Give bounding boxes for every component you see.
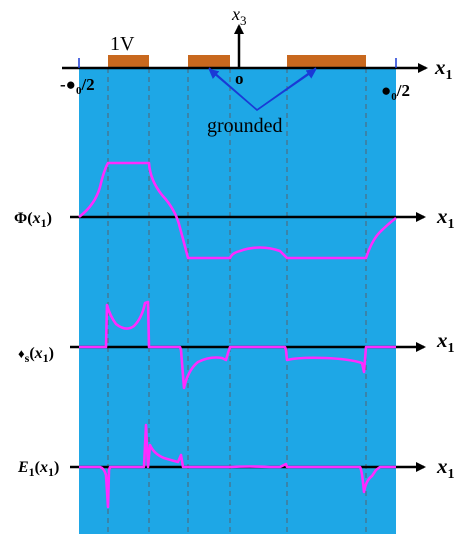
sigma-label-open: ( (29, 345, 34, 362)
sigma-axis-var: x (436, 328, 448, 352)
right-end-suffix: /2 (396, 81, 410, 100)
phi-axis-label: x1 (436, 204, 455, 232)
e1-label-sub-main: 1 (29, 465, 35, 479)
grounded-arrow-left (208, 68, 258, 111)
x3-label: x3 (231, 4, 247, 28)
left-end-suffix: /2 (80, 75, 94, 94)
e1-label-var: x (39, 459, 48, 476)
sigma-label: ♦s(x1) (18, 345, 54, 365)
sigma-axis-label: x1 (436, 328, 455, 356)
phi-label-close: ) (47, 210, 52, 227)
e1-label-close: ) (54, 459, 59, 476)
phi-label-var: x (32, 210, 41, 227)
top-x1-var: x (434, 55, 446, 79)
origin-label: o (235, 69, 244, 88)
phi-label-main: Φ( (14, 210, 33, 227)
e1-axis-sub: 1 (448, 467, 455, 482)
right-end-main: ● (381, 81, 391, 100)
sigma-label-sub-s: s (25, 351, 30, 365)
e1-curve (79, 423, 396, 509)
e1-label-main: E (17, 459, 29, 476)
sigma-label-main: ♦ (18, 346, 25, 361)
e1-axis-label: x1 (436, 454, 455, 482)
e1-axis-var: x (436, 454, 448, 478)
grounded-arrow-right (256, 68, 317, 111)
left-end-main: -● (60, 75, 76, 94)
x3-var: x (231, 4, 240, 24)
e1-label-sub: 1 (48, 465, 54, 479)
sigma-curve (79, 300, 396, 390)
top-x1-sub: 1 (446, 68, 453, 83)
e1-label: E1(x1) (17, 459, 59, 479)
sigma-label-close: ) (49, 345, 54, 362)
phi-curve (78, 161, 397, 260)
sigma-label-sub: 1 (43, 351, 49, 365)
sigma-label-var: x (34, 345, 43, 362)
top-x1-label: x1 (434, 55, 453, 83)
x3-sub: 3 (240, 13, 247, 28)
voltage-label: 1V (110, 33, 135, 55)
left-end-sub: 0 (76, 85, 82, 97)
electrode-1v (108, 55, 149, 68)
electrode-grounded-left (188, 55, 230, 68)
right-end-label: ●0/2 (381, 81, 410, 103)
right-end-sub: 0 (391, 91, 397, 103)
left-end-label: -●0/2 (60, 75, 95, 97)
electrodes (108, 55, 366, 68)
grounded-label: grounded (207, 115, 283, 137)
phi-label: Φ(x1) (14, 210, 52, 230)
substrate-region (79, 68, 396, 534)
e1-label-open: ( (35, 459, 40, 476)
sigma-axis-sub: 1 (448, 341, 455, 356)
phi-axis-sub: 1 (448, 217, 455, 232)
phi-label-sub: 1 (41, 216, 47, 230)
electrode-grounded-right (287, 55, 366, 68)
phi-axis-var: x (436, 204, 448, 228)
